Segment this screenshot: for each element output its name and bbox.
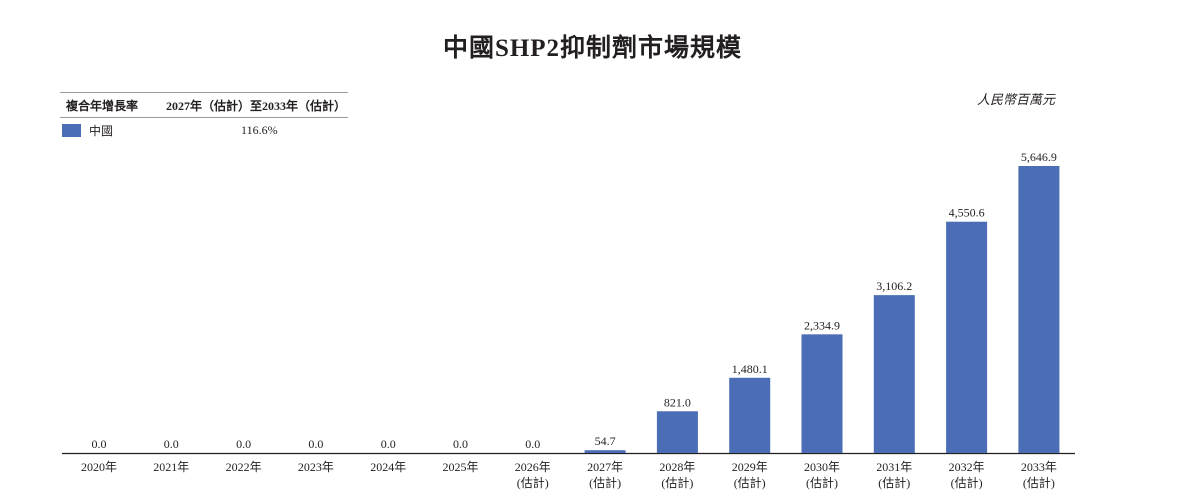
bar-9 — [729, 377, 771, 453]
tick-label-3: 2023年 — [298, 460, 334, 474]
tick-label-6: 2026年 — [515, 460, 551, 474]
tick-note-12: (估計) — [951, 475, 983, 490]
tick-label-4: 2024年 — [370, 460, 406, 474]
bar-7 — [584, 450, 626, 453]
tick-note-8: (估計) — [661, 475, 693, 490]
data-label-5: 0.0 — [453, 437, 468, 451]
data-label-10: 2,334.9 — [804, 318, 840, 332]
bar-12 — [946, 221, 988, 453]
tick-note-9: (估計) — [734, 475, 766, 490]
tick-label-11: 2031年 — [876, 460, 912, 474]
data-label-11: 3,106.2 — [876, 279, 912, 293]
data-label-0: 0.0 — [92, 437, 107, 451]
tick-label-13: 2033年 — [1021, 460, 1057, 474]
cagr-table: 複合年增長率 2027年（估計）至2033年（估計） 中國 116.6% — [60, 92, 348, 139]
bar-8 — [656, 411, 698, 453]
tick-note-13: (估計) — [1023, 475, 1055, 490]
tick-label-8: 2028年 — [659, 460, 695, 474]
tick-note-7: (估計) — [589, 475, 621, 490]
tick-note-10: (估計) — [806, 475, 838, 490]
legend-label-china: 中國 — [89, 124, 114, 138]
bar-10 — [801, 334, 843, 453]
tick-note-11: (估計) — [878, 475, 910, 490]
tick-label-2: 2022年 — [226, 460, 262, 474]
tick-note-6: (估計) — [517, 475, 549, 490]
data-label-4: 0.0 — [381, 437, 396, 451]
data-label-13: 5,646.9 — [1021, 150, 1057, 164]
data-label-8: 821.0 — [664, 395, 691, 409]
data-label-9: 1,480.1 — [732, 362, 768, 376]
tick-label-7: 2027年 — [587, 460, 623, 474]
chart-title: 中國SHP2抑制劑市場規模 — [442, 35, 743, 62]
cagr-value-china: 116.6% — [241, 123, 278, 137]
tick-label-5: 2025年 — [442, 460, 478, 474]
tick-label-12: 2032年 — [949, 460, 985, 474]
data-label-7: 54.7 — [595, 434, 616, 448]
cagr-header-period: 2027年（估計）至2033年（估計） — [165, 99, 346, 113]
tick-label-10: 2030年 — [804, 460, 840, 474]
legend-swatch-china — [62, 124, 81, 137]
unit-label: 人民幣百萬元 — [976, 92, 1055, 107]
data-label-1: 0.0 — [164, 437, 179, 451]
cagr-table-header: 複合年增長率 2027年（估計）至2033年（估計） — [60, 92, 348, 118]
data-label-6: 0.0 — [525, 437, 540, 451]
data-label-12: 4,550.6 — [949, 206, 985, 220]
tick-label-1: 2021年 — [153, 460, 189, 474]
bar-13 — [1018, 166, 1060, 453]
data-label-2: 0.0 — [236, 437, 251, 451]
tick-label-0: 2020年 — [81, 460, 117, 474]
data-label-3: 0.0 — [308, 437, 323, 451]
cagr-row-china: 中國 116.6% — [60, 118, 348, 139]
tick-label-9: 2029年 — [732, 460, 768, 474]
bar-11 — [873, 295, 915, 453]
cagr-header-label: 複合年增長率 — [66, 99, 139, 113]
